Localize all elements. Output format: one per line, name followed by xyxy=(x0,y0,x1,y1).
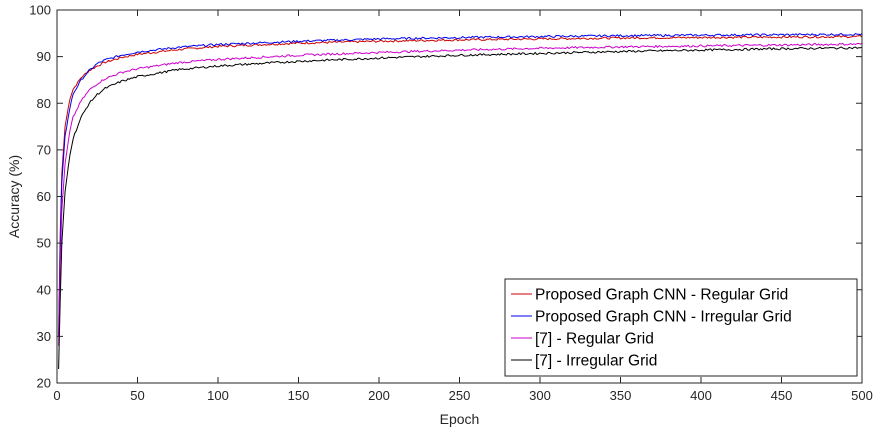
x-tick-label: 350 xyxy=(610,388,632,403)
legend-label: [7] - Regular Grid xyxy=(535,331,654,348)
y-tick-label: 70 xyxy=(37,142,51,157)
x-tick-label: 50 xyxy=(130,388,144,403)
y-tick-label: 50 xyxy=(37,236,51,251)
x-tick-label: 100 xyxy=(207,388,229,403)
legend-box xyxy=(504,278,858,377)
x-tick-label: 250 xyxy=(449,388,471,403)
y-tick-label: 20 xyxy=(37,376,51,391)
x-tick-label: 400 xyxy=(690,388,712,403)
x-axis-label: Epoch xyxy=(440,411,480,427)
y-tick-label: 40 xyxy=(37,282,51,297)
x-tick-label: 300 xyxy=(529,388,551,403)
legend-label: Proposed Graph CNN - Irregular Grid xyxy=(535,309,792,326)
y-axis-label: Accuracy (%) xyxy=(6,155,22,238)
series-line-3 xyxy=(58,42,863,346)
legend-label: Proposed Graph CNN - Regular Grid xyxy=(535,287,788,304)
legend-label: [7] - Irregular Grid xyxy=(535,353,657,370)
y-tick-label: 80 xyxy=(37,96,51,111)
series-line-2 xyxy=(58,32,863,337)
y-tick-label: 60 xyxy=(37,189,51,204)
y-tick-label: 100 xyxy=(29,3,51,18)
series-layer xyxy=(58,32,863,370)
x-tick-label: 450 xyxy=(771,388,793,403)
x-tick-label: 0 xyxy=(53,388,60,403)
legend: Proposed Graph CNN - Regular Grid Propose… xyxy=(504,278,858,377)
y-tick-label: 30 xyxy=(37,329,51,344)
series-line-1 xyxy=(58,35,863,337)
x-tick-label: 200 xyxy=(368,388,390,403)
y-tick-label: 90 xyxy=(37,49,51,64)
series-line-4 xyxy=(58,46,863,370)
ticks-layer: 0 50 100 150 200 250 300 350 400 450 500 20 30 40 50 60… xyxy=(29,3,873,404)
x-tick-label: 500 xyxy=(851,388,873,403)
x-tick-label: 150 xyxy=(288,388,310,403)
